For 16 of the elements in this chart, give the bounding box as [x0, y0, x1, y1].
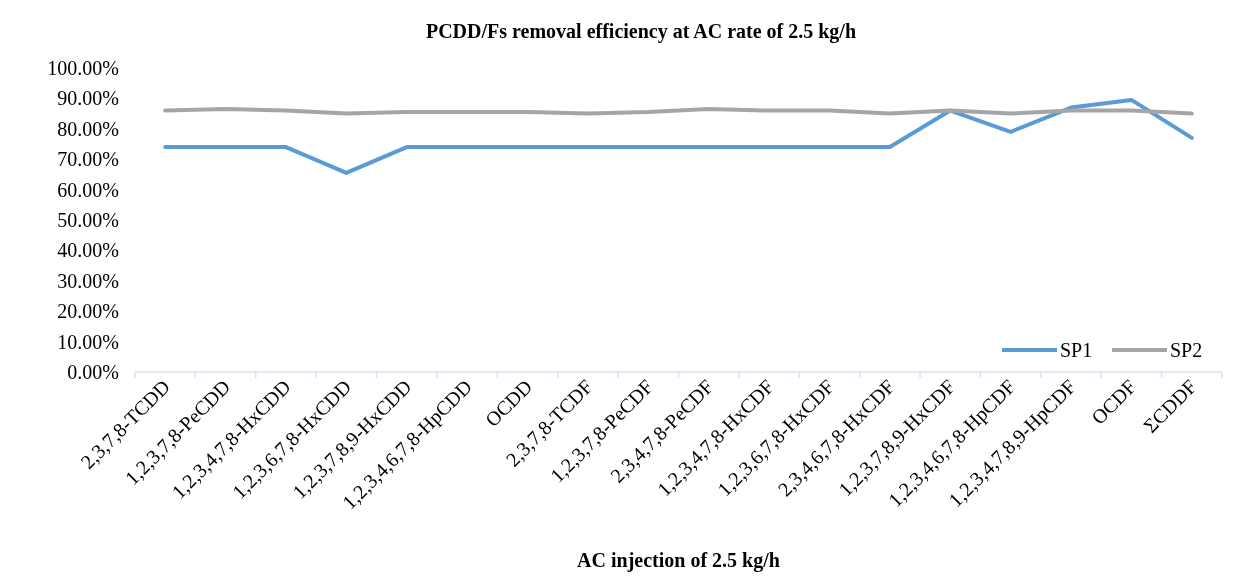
y-tick-label: 10.00% — [57, 330, 119, 353]
y-tick-label: 0.00% — [67, 361, 119, 383]
y-tick-label: 80.00% — [57, 117, 119, 140]
chart-title: PCDD/Fs removal efficiency at AC rate of 2.5 kg/h — [425, 20, 857, 43]
y-tick-label: 70.00% — [57, 148, 119, 171]
line-series — [163, 97, 1194, 175]
y-tick-label: 30.00% — [57, 269, 119, 292]
legend-label: SP2 — [1170, 339, 1203, 361]
y-tick-label: 90.00% — [57, 87, 119, 110]
y-tick-label: 60.00% — [57, 178, 119, 201]
y-tick-label: 20.00% — [57, 300, 119, 323]
y-tick-label: 100.00% — [47, 57, 119, 79]
x-axis-title: AC injection of 2.5 kg/h — [577, 549, 780, 572]
y-tick-label: 50.00% — [57, 209, 119, 231]
legend-label: SP1 — [1060, 339, 1093, 361]
y-tick-label: 40.00% — [57, 239, 119, 262]
